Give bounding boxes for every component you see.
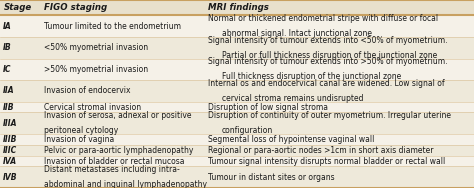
Text: IIB: IIB bbox=[2, 103, 14, 112]
Text: Tumour limited to the endometrium: Tumour limited to the endometrium bbox=[44, 22, 181, 31]
Bar bbox=[0, 102, 474, 112]
Text: Partial or full thickness disruption of the junctional zone: Partial or full thickness disruption of … bbox=[222, 51, 437, 60]
Text: peritoneal cytology: peritoneal cytology bbox=[44, 126, 118, 135]
Text: Tumour in distant sites or organs: Tumour in distant sites or organs bbox=[208, 173, 334, 182]
Text: Invasion of vagina: Invasion of vagina bbox=[44, 135, 114, 144]
Text: IC: IC bbox=[2, 65, 11, 74]
Text: Signal intensity of tumour extends into >50% of myometrium.: Signal intensity of tumour extends into … bbox=[208, 57, 447, 66]
Text: IIIA: IIIA bbox=[2, 119, 17, 128]
Text: Segmental loss of hypointense vaginal wall: Segmental loss of hypointense vaginal wa… bbox=[208, 135, 374, 144]
Text: MRI findings: MRI findings bbox=[208, 3, 268, 12]
Text: Tumour signal intensity disrupts normal bladder or rectal wall: Tumour signal intensity disrupts normal … bbox=[208, 157, 445, 165]
Text: Invasion of bladder or rectal mucosa: Invasion of bladder or rectal mucosa bbox=[44, 157, 184, 165]
Bar bbox=[0, 134, 474, 145]
Text: >50% myometrial invasion: >50% myometrial invasion bbox=[44, 65, 148, 74]
Text: IVB: IVB bbox=[2, 173, 17, 182]
Text: Regional or para-aortic nodes >1cm in short axis diameter: Regional or para-aortic nodes >1cm in sh… bbox=[208, 146, 433, 155]
Text: IVA: IVA bbox=[2, 157, 17, 165]
Text: IIIB: IIIB bbox=[2, 135, 17, 144]
Text: configuration: configuration bbox=[222, 126, 273, 135]
Bar bbox=[0, 166, 474, 188]
Bar bbox=[0, 112, 474, 134]
Text: abnormal signal. Intact junctional zone: abnormal signal. Intact junctional zone bbox=[222, 29, 372, 38]
Bar bbox=[0, 80, 474, 102]
Text: Invasion of serosa, adnexal or positive: Invasion of serosa, adnexal or positive bbox=[44, 111, 191, 120]
Bar bbox=[0, 37, 474, 59]
Text: IA: IA bbox=[2, 22, 11, 31]
Text: Pelvic or para-aortic lymphadenopathy: Pelvic or para-aortic lymphadenopathy bbox=[44, 146, 193, 155]
Text: Stage: Stage bbox=[4, 3, 32, 12]
Text: Normal or thickened endometrial stripe with diffuse or focal: Normal or thickened endometrial stripe w… bbox=[208, 14, 438, 23]
Text: Distant metastases including intra-: Distant metastases including intra- bbox=[44, 165, 180, 174]
Text: cervical stroma remains undisrupted: cervical stroma remains undisrupted bbox=[222, 94, 364, 103]
Text: Disruption of continuity of outer myometrium. Irregular uterine: Disruption of continuity of outer myomet… bbox=[208, 111, 451, 120]
Text: Signal intensity of tumour extends into <50% of myometrium.: Signal intensity of tumour extends into … bbox=[208, 36, 447, 45]
Bar bbox=[0, 15, 474, 37]
Bar bbox=[0, 0, 474, 15]
Bar bbox=[0, 145, 474, 156]
Text: <50% myometrial invasion: <50% myometrial invasion bbox=[44, 43, 148, 52]
Bar bbox=[0, 59, 474, 80]
Text: Cervical stromal invasion: Cervical stromal invasion bbox=[44, 103, 141, 112]
Text: IB: IB bbox=[2, 43, 11, 52]
Text: IIIC: IIIC bbox=[2, 146, 17, 155]
Text: abdominal and inguinal lymphadenopathy: abdominal and inguinal lymphadenopathy bbox=[44, 180, 207, 188]
Text: Full thickness disruption of the junctional zone: Full thickness disruption of the junctio… bbox=[222, 72, 401, 81]
Text: FIGO staging: FIGO staging bbox=[44, 3, 107, 12]
Text: Disruption of low signal stroma: Disruption of low signal stroma bbox=[208, 103, 328, 112]
Text: Internal os and endocervical canal are widened. Low signal of: Internal os and endocervical canal are w… bbox=[208, 79, 444, 88]
Text: Invasion of endocervix: Invasion of endocervix bbox=[44, 86, 130, 96]
Bar bbox=[0, 156, 474, 166]
Text: IIA: IIA bbox=[2, 86, 14, 96]
